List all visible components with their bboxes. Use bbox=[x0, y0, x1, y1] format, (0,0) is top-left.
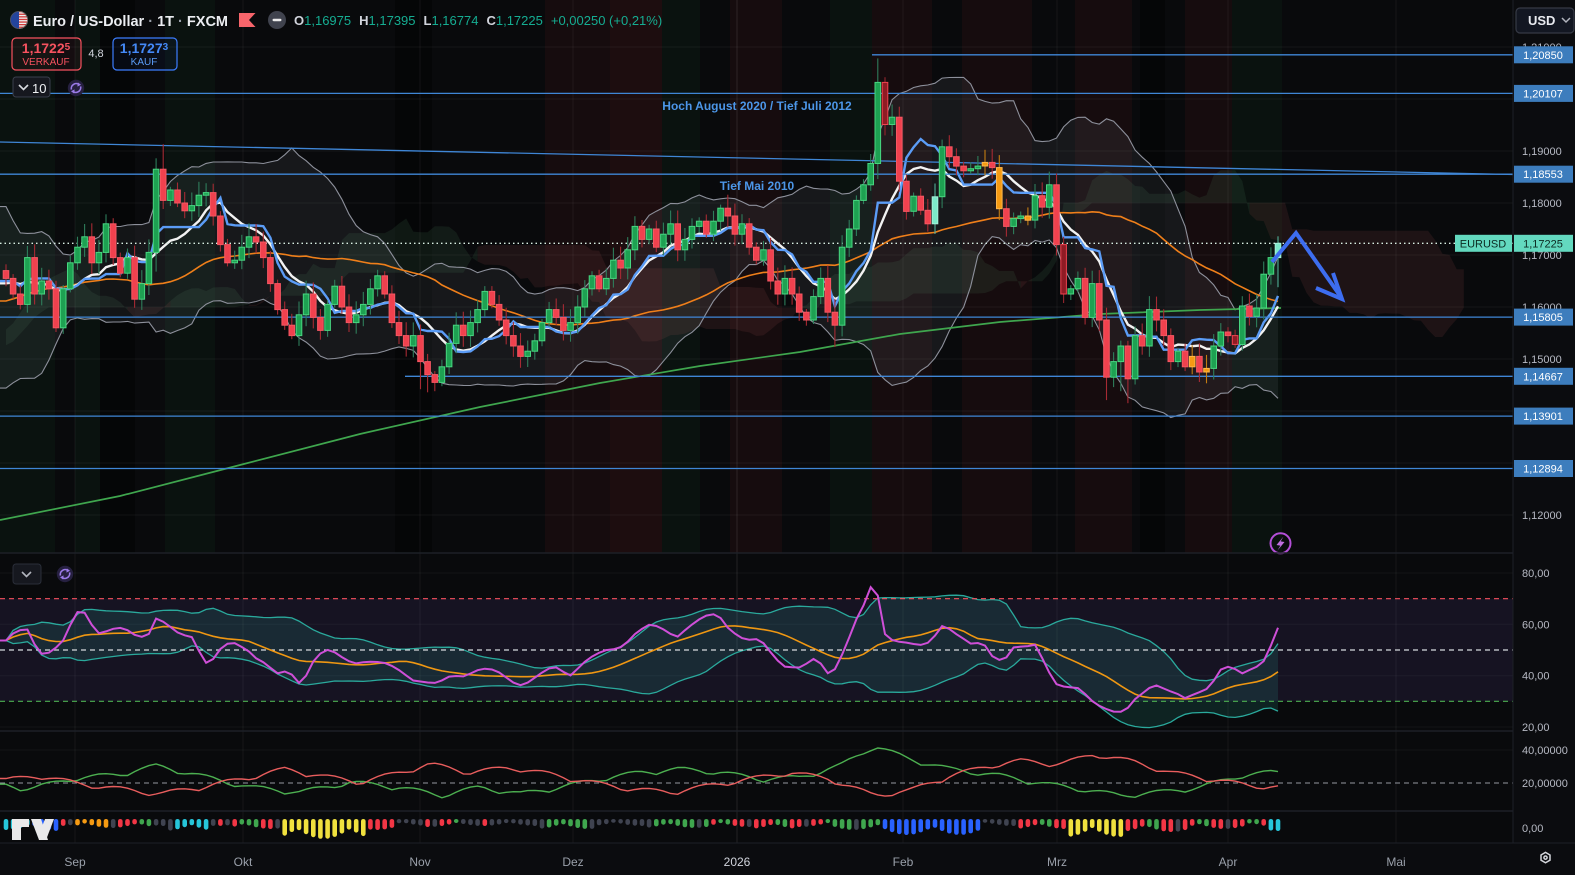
svg-text:EURUSD: EURUSD bbox=[1460, 238, 1507, 250]
svg-text:Feb: Feb bbox=[893, 855, 914, 869]
svg-text:1,20850: 1,20850 bbox=[1523, 50, 1563, 62]
svg-text:2026: 2026 bbox=[724, 855, 751, 869]
svg-text:1,18553: 1,18553 bbox=[1523, 169, 1563, 181]
svg-text:1,15805: 1,15805 bbox=[1523, 312, 1563, 324]
svg-text:4,8: 4,8 bbox=[88, 48, 103, 60]
svg-text:KAUF: KAUF bbox=[131, 57, 158, 68]
svg-text:1,12000: 1,12000 bbox=[1522, 510, 1562, 522]
svg-text:Mrz: Mrz bbox=[1047, 855, 1067, 869]
svg-text:60,00: 60,00 bbox=[1522, 619, 1550, 631]
svg-text:1,13901: 1,13901 bbox=[1523, 411, 1563, 423]
svg-text:1,17225: 1,17225 bbox=[22, 40, 71, 56]
svg-text:Dez: Dez bbox=[562, 855, 583, 869]
svg-text:Okt: Okt bbox=[234, 855, 253, 869]
svg-text:1,17273: 1,17273 bbox=[120, 40, 169, 56]
svg-text:Hoch August 2020 / Tief Juli 2: Hoch August 2020 / Tief Juli 2012 bbox=[662, 99, 852, 113]
svg-text:1,18000: 1,18000 bbox=[1522, 198, 1562, 210]
svg-text:Euro / US-Dollar · 1T · FXCM: Euro / US-Dollar · 1T · FXCM bbox=[33, 14, 228, 30]
svg-text:Mai: Mai bbox=[1386, 855, 1405, 869]
svg-text:1,14667: 1,14667 bbox=[1523, 371, 1563, 383]
svg-text:Sep: Sep bbox=[64, 855, 86, 869]
svg-text:10: 10 bbox=[32, 81, 46, 96]
svg-text:1,15000: 1,15000 bbox=[1522, 354, 1562, 366]
svg-text:20,00: 20,00 bbox=[1522, 722, 1550, 734]
svg-text:20,00000: 20,00000 bbox=[1522, 778, 1568, 790]
svg-text:1,12894: 1,12894 bbox=[1523, 464, 1563, 476]
svg-text:1,17000: 1,17000 bbox=[1522, 250, 1562, 262]
svg-text:Apr: Apr bbox=[1219, 855, 1238, 869]
svg-text:40,00: 40,00 bbox=[1522, 671, 1550, 683]
svg-text:1,20107: 1,20107 bbox=[1523, 88, 1563, 100]
svg-text:1,19000: 1,19000 bbox=[1522, 146, 1562, 158]
svg-text:40,00000: 40,00000 bbox=[1522, 745, 1568, 757]
svg-text:Tief Mai 2010: Tief Mai 2010 bbox=[720, 179, 795, 193]
svg-text:VERKAUF: VERKAUF bbox=[22, 57, 69, 68]
svg-text:0,00: 0,00 bbox=[1522, 823, 1543, 835]
svg-text:Nov: Nov bbox=[409, 855, 430, 869]
svg-text:80,00: 80,00 bbox=[1522, 568, 1550, 580]
svg-text:1,17225: 1,17225 bbox=[1523, 238, 1563, 250]
svg-text:USD: USD bbox=[1528, 13, 1555, 28]
